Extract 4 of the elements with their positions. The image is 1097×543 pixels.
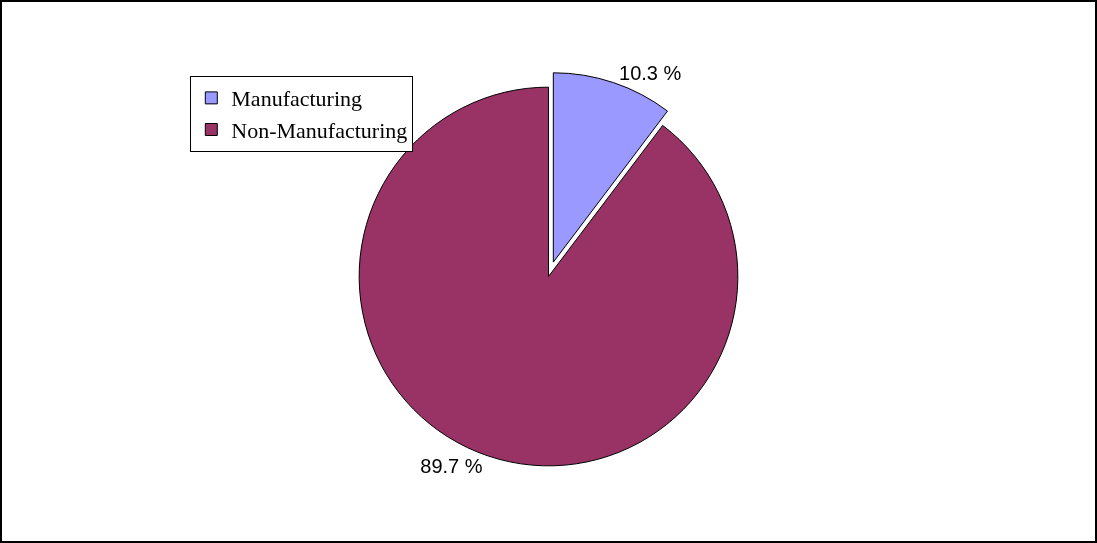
legend-label: Non-Manufacturing	[231, 118, 408, 144]
data-label: 10.3 %	[619, 61, 682, 84]
legend-label: Manufacturing	[231, 86, 363, 112]
data-label: 89.7 %	[420, 454, 483, 477]
